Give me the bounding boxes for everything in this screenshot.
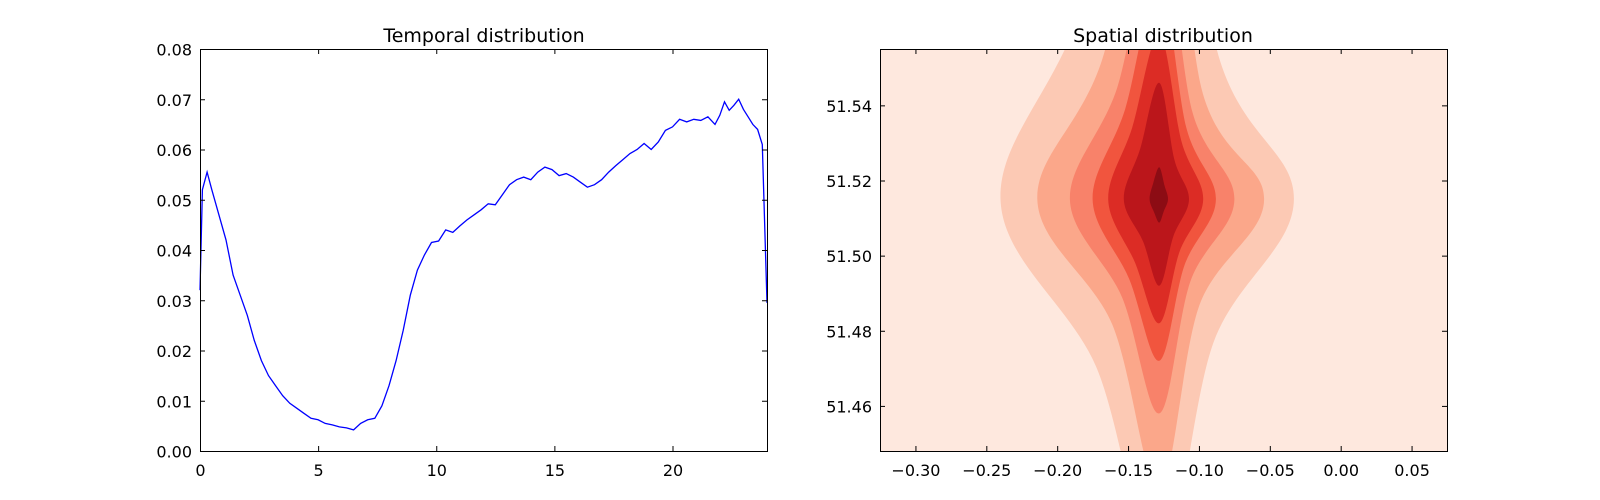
x-tick-label: −0.15 (1104, 461, 1153, 480)
y-tick-label: 0.06 (156, 141, 192, 160)
x-tick-label: −0.10 (1175, 461, 1224, 480)
y-tick-label: 0.02 (156, 342, 192, 361)
contour-level (1149, 167, 1169, 223)
x-tick-label: 0 (195, 461, 205, 480)
temporal-distribution-panel: Temporal distribution 0 5 10 15 20 0.00 0.01 0.… (156, 25, 768, 480)
y-tick-label: 0.08 (156, 41, 192, 60)
chart-title: Temporal distribution (382, 25, 584, 47)
x-tick-label: 0.00 (1323, 461, 1359, 480)
x-tick-label: −0.30 (891, 461, 940, 480)
x-tick-label: −0.05 (1246, 461, 1295, 480)
y-tick-label: 0.01 (156, 392, 192, 411)
y-tick-label: 0.04 (156, 242, 192, 261)
y-tick-label: 51.54 (826, 97, 872, 116)
x-tick-label: −0.20 (1033, 461, 1082, 480)
axis-ticks: 0 5 10 15 20 0.00 0.01 0.02 0.03 0.04 0.05 0.06 0.07… (156, 41, 767, 480)
plot-area (199, 97, 768, 431)
y-tick-label: 51.50 (826, 247, 872, 266)
x-tick-label: 15 (545, 461, 565, 480)
y-tick-label: 51.52 (826, 172, 872, 191)
y-tick-label: 51.46 (826, 397, 872, 416)
chart-title: Spatial distribution (1073, 25, 1253, 47)
x-tick-label: 20 (663, 461, 683, 480)
x-tick-label: 0.05 (1394, 461, 1430, 480)
x-tick-label: 5 (314, 461, 324, 480)
y-tick-label: 0.00 (156, 443, 192, 462)
plot-area (880, 49, 1447, 452)
series-line (199, 97, 768, 431)
axis-ticks: −0.30 −0.25 −0.20 −0.15 −0.10 −0.05 0.00 0.05 51… (826, 49, 1447, 480)
x-tick-label: −0.25 (962, 461, 1011, 480)
spatial-distribution-panel: Spatial distribution −0.30 −0.25 −0.20 −0.1… (826, 25, 1448, 480)
x-tick-label: 10 (427, 461, 447, 480)
y-tick-label: 51.48 (826, 322, 872, 341)
axes-frame (200, 49, 768, 452)
y-tick-label: 0.05 (156, 191, 192, 210)
y-tick-label: 0.07 (156, 91, 192, 110)
axes-frame (880, 49, 1448, 452)
y-tick-label: 0.03 (156, 292, 192, 311)
